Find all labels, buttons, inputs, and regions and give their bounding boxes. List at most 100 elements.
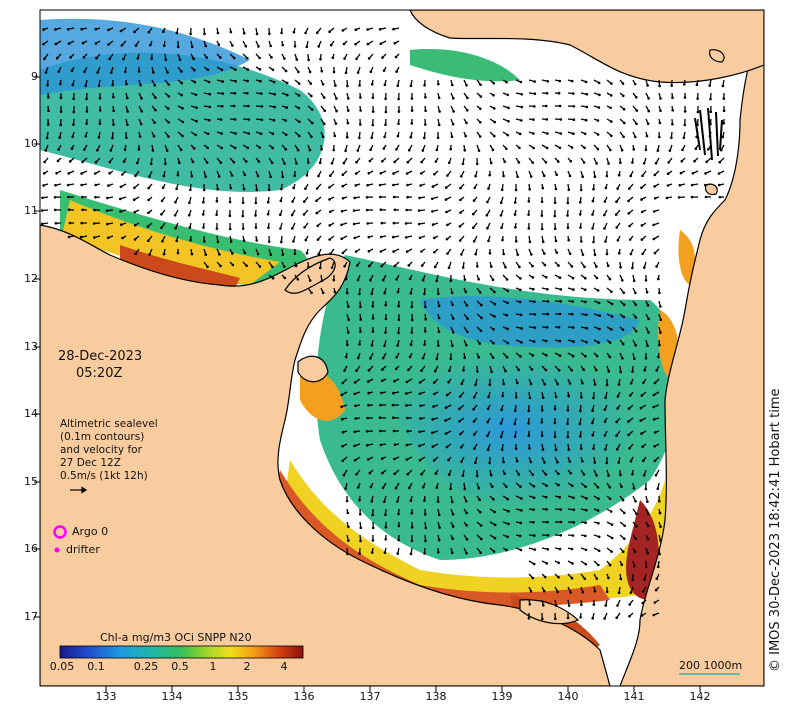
velocity-arrow-head <box>397 122 400 126</box>
velocity-arrow-head <box>67 42 71 45</box>
velocity-arrow-head <box>153 121 156 124</box>
velocity-arrow-head <box>304 187 307 190</box>
velocity-arrow-head <box>463 149 467 152</box>
velocity-arrow-head <box>397 524 401 528</box>
chlorophyll-patches <box>40 18 696 655</box>
velocity-arrow-head <box>656 487 660 491</box>
velocity-arrow-head <box>704 172 707 175</box>
velocity-arrow-head <box>132 198 136 201</box>
velocity-arrow-head <box>382 147 386 150</box>
velocity-arrow-head <box>220 68 224 72</box>
velocity-arrow-head <box>189 188 192 192</box>
velocity-arrow-head <box>566 201 570 205</box>
velocity-arrow-head <box>465 121 468 125</box>
velocity-arrow-head <box>393 208 397 212</box>
velocity-arrow-head <box>597 106 601 109</box>
velocity-arrow-head <box>690 195 694 199</box>
velocity-arrow-head <box>358 343 361 346</box>
velocity-arrow-head <box>406 183 409 187</box>
velocity-arrow-head <box>202 201 205 204</box>
velocity-arrow-head <box>286 93 289 97</box>
velocity-arrow-head <box>371 330 375 333</box>
velocity-arrow-head <box>98 122 102 125</box>
velocity-arrows <box>40 27 726 621</box>
velocity-arrow-head <box>419 404 422 408</box>
velocity-arrow-head <box>486 420 489 424</box>
velocity-arrow-head <box>178 58 182 61</box>
velocity-arrow-head <box>493 315 496 318</box>
velocity-arrow-head <box>231 44 234 47</box>
velocity-arrow-head <box>219 118 223 121</box>
velocity-arrow-head <box>219 56 222 59</box>
velocity-arrow-head <box>519 288 522 292</box>
velocity-arrow-head <box>358 498 361 502</box>
velocity-arrow-head <box>409 343 413 346</box>
velocity-arrow-head <box>384 303 388 307</box>
velocity-arrow-head <box>305 45 309 49</box>
velocity-arrow-head <box>572 521 575 524</box>
velocity-arrow-head <box>152 134 156 138</box>
velocity-arrow-head <box>709 97 712 101</box>
velocity-arrow-head <box>410 331 414 334</box>
velocity-arrow-head <box>615 420 618 424</box>
velocity-arrow-head <box>646 344 649 348</box>
velocity-arrow-head <box>232 56 236 60</box>
velocity-arrow-head <box>384 525 388 529</box>
velocity-arrow-head <box>480 316 483 320</box>
velocity-arrow-head <box>667 161 670 164</box>
velocity-arrow-head <box>615 616 618 619</box>
velocity-arrow-head <box>269 44 273 48</box>
velocity-arrow-head <box>243 173 247 177</box>
velocity-arrow-head <box>655 577 659 580</box>
velocity-arrow-head <box>598 314 601 318</box>
velocity-arrow-head <box>424 109 427 112</box>
velocity-arrow-head <box>583 288 587 292</box>
velocity-arrow-head <box>623 524 626 527</box>
velocity-arrow-head <box>295 58 299 61</box>
velocity-arrow-head <box>598 93 601 97</box>
velocity-arrow-head <box>359 109 362 112</box>
velocity-arrow-head <box>369 357 372 360</box>
velocity-arrow-head <box>610 302 614 306</box>
velocity-arrow-head <box>629 252 633 256</box>
velocity-arrow-head <box>693 159 696 163</box>
velocity-arrow-head <box>540 227 544 231</box>
velocity-arrow-head <box>646 122 650 125</box>
velocity-arrow-head <box>296 148 300 152</box>
velocity-arrow-head <box>659 525 662 528</box>
velocity-arrow-head <box>368 159 372 163</box>
velocity-arrow-head <box>634 330 638 333</box>
velocity-arrow-head <box>292 30 296 34</box>
velocity-arrow-head <box>608 486 612 489</box>
velocity-arrow-head <box>567 188 571 192</box>
velocity-arrow-head <box>520 119 523 122</box>
velocity-arrow-head <box>356 486 360 489</box>
velocity-arrow-head <box>445 237 449 241</box>
velocity-arrow-head <box>216 31 220 35</box>
velocity-arrow-head <box>501 238 504 242</box>
velocity-arrow-head <box>627 199 630 203</box>
velocity-arrow-head <box>67 195 70 199</box>
velocity-arrow-head <box>640 238 644 241</box>
velocity-arrow-head <box>148 175 151 178</box>
velocity-arrow-head <box>546 132 549 135</box>
velocity-arrow-head <box>445 445 449 449</box>
velocity-arrow-head <box>419 184 422 187</box>
velocity-arrow-head <box>615 448 619 451</box>
velocity-arrow-head <box>472 433 476 436</box>
velocity-arrow-head <box>384 123 387 126</box>
velocity-arrow-head <box>671 108 674 112</box>
velocity-arrow-head <box>640 198 643 201</box>
velocity-arrow-head <box>340 393 344 397</box>
velocity-arrow-head <box>405 404 408 407</box>
velocity-arrow-head <box>617 461 620 464</box>
velocity-arrow-head <box>195 119 198 123</box>
velocity-arrow-head <box>242 187 246 191</box>
velocity-arrow-head <box>405 208 409 212</box>
velocity-arrow-head <box>176 45 180 49</box>
velocity-arrow-head <box>488 383 492 387</box>
velocity-arrow-head <box>595 276 599 280</box>
velocity-arrow-head <box>642 459 645 463</box>
velocity-arrow-head <box>531 354 535 357</box>
velocity-arrow-head <box>110 71 113 74</box>
